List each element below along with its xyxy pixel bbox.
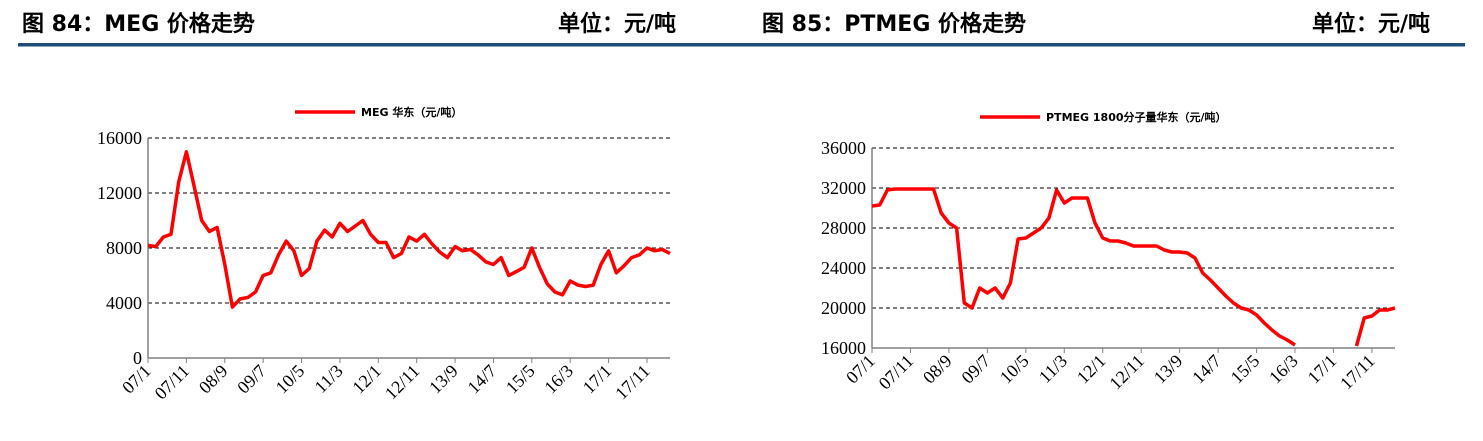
- x-tick-label: 17/1: [579, 361, 616, 398]
- legend-label: MEG 华东（元/吨）: [361, 105, 462, 119]
- x-tick-label: 16/3: [540, 361, 577, 398]
- x-tick-label: 14/7: [463, 361, 500, 398]
- x-tick-label: 16/3: [1265, 351, 1302, 388]
- x-tick-label: 14/7: [1188, 351, 1225, 388]
- x-tick-label: 17/11: [1336, 351, 1379, 394]
- x-tick-label: 17/1: [1304, 351, 1341, 388]
- x-tick-label: 11/3: [1035, 351, 1071, 387]
- y-tick-label: 16000: [97, 128, 142, 148]
- x-tick-label: 13/9: [425, 361, 462, 398]
- x-tick-label: 12/1: [348, 361, 385, 398]
- header-rule: [18, 43, 1465, 47]
- x-tick-label: 13/9: [1150, 351, 1187, 388]
- x-tick-label: 09/7: [233, 361, 270, 398]
- y-tick-label: 16000: [821, 338, 866, 358]
- x-tick-label: 08/9: [195, 361, 232, 398]
- legend-label: PTMEG 1800分子量华东（元/吨）: [1046, 110, 1227, 124]
- x-tick-label: 10/5: [272, 361, 309, 398]
- figure-title: 图 84：MEG 价格走势: [22, 11, 255, 37]
- data-line: [147, 150, 671, 309]
- x-tick-label: 12/1: [1073, 351, 1110, 388]
- x-tick-label: 11/3: [310, 361, 346, 397]
- figure-title: 图 85：PTMEG 价格走势: [762, 11, 1026, 37]
- y-tick-label: 12000: [97, 183, 142, 203]
- x-tick-label: 09/7: [957, 351, 994, 388]
- x-tick-label: 15/5: [502, 361, 539, 398]
- y-tick-label: 36000: [821, 138, 866, 158]
- y-tick-label: 8000: [106, 238, 142, 258]
- x-tick-label: 07/11: [875, 351, 918, 394]
- x-tick-label: 15/5: [1227, 351, 1264, 388]
- x-tick-label: 08/9: [919, 351, 956, 388]
- x-tick-label: 17/11: [611, 361, 654, 404]
- unit-label: 单位：元/吨: [558, 11, 676, 37]
- y-tick-label: 20000: [821, 298, 866, 318]
- x-tick-label: 12/11: [381, 361, 424, 404]
- x-tick-label: 07/11: [151, 361, 194, 404]
- y-tick-label: 0: [133, 348, 142, 368]
- y-tick-label: 32000: [821, 178, 866, 198]
- y-tick-label: 28000: [821, 218, 866, 238]
- y-tick-label: 4000: [106, 293, 142, 313]
- y-tick-label: 24000: [821, 258, 866, 278]
- x-tick-label: 12/11: [1105, 351, 1148, 394]
- data-line: [871, 187, 1296, 347]
- x-tick-label: 10/5: [996, 351, 1033, 388]
- data-line: [1354, 306, 1396, 347]
- x-tick-label: 07/1: [118, 361, 155, 398]
- unit-label: 单位：元/吨: [1312, 11, 1430, 37]
